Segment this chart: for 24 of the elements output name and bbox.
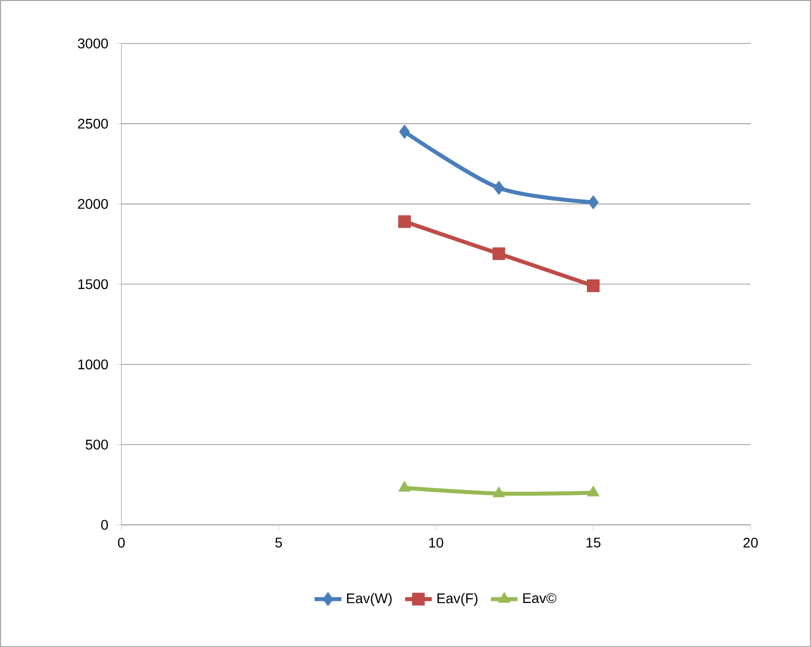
- x-tick-label: 15: [586, 538, 600, 548]
- x-tick-label: 0: [118, 538, 125, 548]
- y-tick-label: 0: [101, 520, 108, 530]
- point: [588, 195, 599, 210]
- x-tick-label: 5: [275, 538, 282, 548]
- point: [398, 480, 411, 492]
- x-tick-label: 20: [743, 538, 758, 548]
- y-tick-label: 3000: [78, 38, 108, 48]
- legend-label: Eav©: [523, 593, 556, 604]
- point: [398, 215, 411, 228]
- point: [586, 279, 600, 292]
- y-tick-label: 500: [86, 440, 108, 450]
- y-tick-label: 1000: [78, 359, 108, 370]
- legend-label: Eav(F): [438, 592, 478, 606]
- x-tick-label: 10: [429, 538, 444, 548]
- point: [399, 124, 410, 139]
- point: [492, 247, 506, 260]
- point: [587, 486, 600, 496]
- y-tick-label: 2000: [78, 198, 108, 209]
- point: [492, 486, 505, 498]
- y-tick-label: 2500: [78, 118, 108, 129]
- point: [494, 180, 504, 195]
- y-tick-label: 1500: [78, 279, 108, 290]
- legend-label: Eav(W): [347, 592, 392, 606]
